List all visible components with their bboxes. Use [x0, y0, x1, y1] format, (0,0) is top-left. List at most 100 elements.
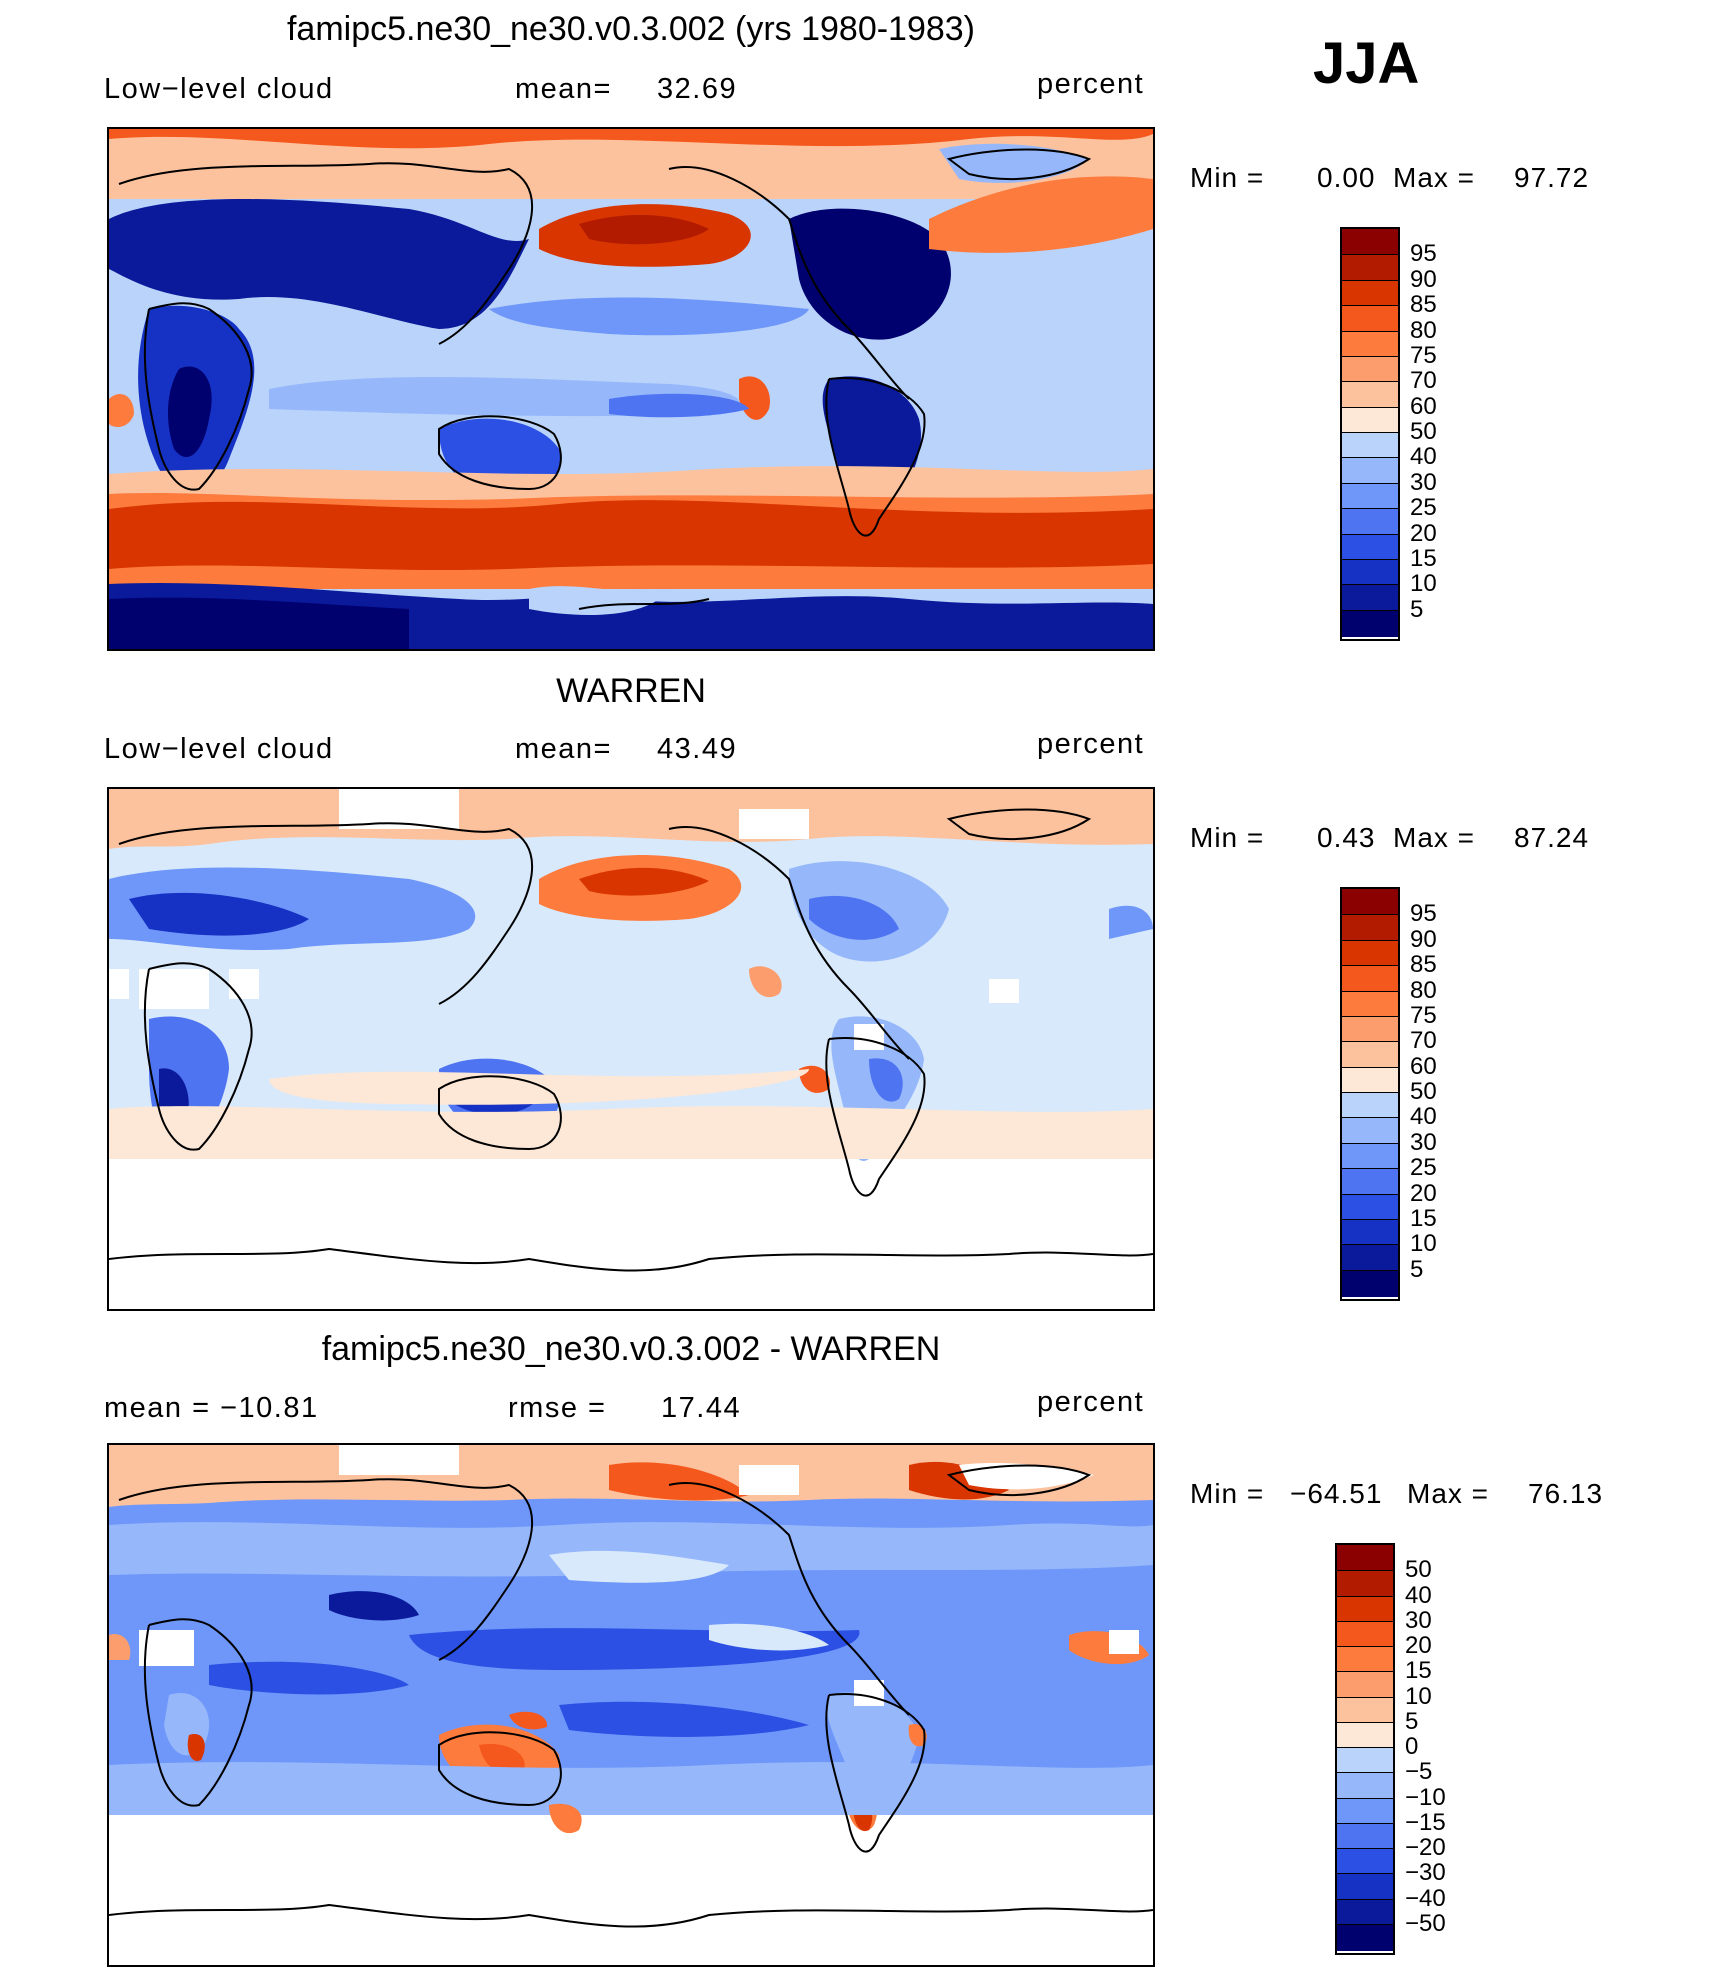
colorbar-swatch — [1342, 305, 1398, 332]
mean-label: mean= — [515, 733, 612, 765]
colorbar-tick-label: 90 — [1410, 265, 1437, 293]
min-label: Min = — [1190, 822, 1265, 853]
min-label: Min = — [1190, 1478, 1265, 1509]
colorbar-swatch — [1337, 1721, 1393, 1749]
min-value: −64.51 — [1290, 1478, 1383, 1509]
colorbar-swatch — [1342, 279, 1398, 307]
colorbar-tick-label: 75 — [1410, 341, 1437, 369]
colorbar-tick-label: 60 — [1410, 1052, 1437, 1080]
colorbar-swatch — [1337, 1797, 1393, 1825]
colorbar-swatch — [1337, 1822, 1393, 1850]
colorbar-tick-label: −30 — [1405, 1859, 1446, 1887]
min-label: Min = — [1190, 162, 1265, 193]
colorbar-swatch — [1342, 1041, 1398, 1069]
colorbar-swatch — [1342, 254, 1398, 282]
max-label: Max = — [1393, 822, 1476, 853]
colorbar-swatch — [1342, 482, 1398, 510]
units-label: percent — [1037, 1386, 1145, 1418]
colorbar-tick-label: 25 — [1410, 494, 1437, 522]
colorbar-swatch — [1337, 1873, 1393, 1900]
colorbar-swatch — [1337, 1898, 1393, 1926]
colorbar-swatch — [1342, 432, 1398, 459]
max-value: 76.13 — [1528, 1478, 1604, 1509]
colorbar-swatch — [1337, 1848, 1393, 1875]
colorbar-swatch — [1342, 1269, 1398, 1297]
colorbar-tick-label: 5 — [1410, 595, 1424, 623]
colorbar-tick-label: 20 — [1410, 519, 1437, 547]
colorbar-tick-label: 60 — [1410, 392, 1437, 420]
colorbar-tick-label: −50 — [1405, 1909, 1446, 1937]
colorbar-swatch — [1342, 990, 1398, 1018]
colorbar-tick-label: 15 — [1405, 1657, 1432, 1685]
colorbar-swatch — [1337, 1671, 1393, 1698]
colorbar-swatch — [1342, 558, 1398, 586]
colorbar-swatch — [1342, 406, 1398, 434]
colorbar-swatch — [1342, 1168, 1398, 1195]
colorbar-swatch — [1342, 533, 1398, 561]
colorbar-swatch — [1342, 229, 1398, 255]
colorbar-swatch — [1337, 1747, 1393, 1774]
colorbar-tick-label: −40 — [1405, 1884, 1446, 1912]
min-value: 0.43 — [1317, 822, 1376, 853]
map-canvas — [109, 129, 1153, 649]
colorbar-swatches — [1340, 887, 1400, 1301]
variable-label: Low−level cloud — [104, 73, 334, 105]
max-value: 97.72 — [1514, 162, 1590, 193]
colorbar-tick-label: 90 — [1410, 925, 1437, 953]
colorbar-swatches — [1335, 1543, 1395, 1955]
colorbar-tick-label: 25 — [1410, 1154, 1437, 1182]
colorbar-tick-label: 30 — [1410, 468, 1437, 496]
colorbar-tick-label: 50 — [1410, 418, 1437, 445]
colorbar-swatch — [1342, 1066, 1398, 1094]
colorbar-tick-label: 5 — [1405, 1707, 1419, 1735]
colorbar-swatch — [1337, 1620, 1393, 1648]
colorbar-swatches — [1340, 227, 1400, 641]
colorbar-swatch — [1342, 508, 1398, 535]
colorbar-tick-label: 30 — [1405, 1606, 1432, 1634]
colorbar-tick-label: 50 — [1405, 1556, 1432, 1584]
panel-title: famipc5.ne30_ne30.v0.3.002 - WARREN — [321, 1330, 941, 1368]
colorbar-swatch — [1342, 1218, 1398, 1246]
colorbar-swatch — [1342, 1193, 1398, 1221]
colorbar-tick-label: 15 — [1410, 544, 1437, 572]
panel-title: WARREN — [556, 672, 706, 710]
colorbar-tick-label: 70 — [1410, 1027, 1437, 1055]
colorbar-swatch — [1342, 609, 1398, 637]
units-label: percent — [1037, 68, 1145, 100]
colorbar-swatch — [1337, 1772, 1393, 1799]
colorbar-tick-label: −15 — [1405, 1808, 1446, 1836]
colorbar-tick-label: 40 — [1405, 1581, 1432, 1609]
colorbar-swatch — [1337, 1570, 1393, 1597]
colorbar-swatch — [1342, 939, 1398, 967]
colorbar-tick-label: 80 — [1410, 316, 1437, 344]
max-label: Max = — [1407, 1478, 1490, 1509]
colorbar-swatch — [1342, 1117, 1398, 1145]
season-label: JJA — [1313, 31, 1420, 96]
colorbar-swatch — [1342, 914, 1398, 942]
colorbar-tick-label: 20 — [1410, 1179, 1437, 1207]
colorbar-swatch — [1337, 1923, 1393, 1951]
colorbar-tick-label: 15 — [1410, 1204, 1437, 1232]
colorbar-tick-label: 70 — [1410, 367, 1437, 395]
max-label: Max = — [1393, 162, 1476, 193]
colorbar-tick-label: 40 — [1410, 443, 1437, 471]
colorbar-tick-label: −10 — [1405, 1783, 1446, 1811]
mean-label: mean= — [515, 73, 612, 105]
colorbar-tick-label: 30 — [1410, 1128, 1437, 1156]
colorbar-swatch — [1342, 457, 1398, 485]
colorbar-tick-label: 80 — [1410, 976, 1437, 1004]
colorbar-swatch — [1342, 1092, 1398, 1119]
mean-value: 43.49 — [657, 733, 738, 765]
colorbar-swatch — [1337, 1545, 1393, 1571]
variable-label: Low−level cloud — [104, 733, 334, 765]
colorbar-swatch — [1342, 381, 1398, 409]
colorbar-swatch — [1342, 330, 1398, 358]
colorbar-swatch — [1342, 355, 1398, 383]
colorbar-tick-label: 40 — [1410, 1103, 1437, 1131]
mean-value: 32.69 — [657, 73, 738, 105]
colorbar-tick-label: 5 — [1410, 1255, 1424, 1283]
min-value: 0.00 — [1317, 162, 1376, 193]
colorbar-swatch — [1342, 1244, 1398, 1272]
rmse-value: 17.44 — [661, 1392, 742, 1424]
colorbar-swatch — [1342, 584, 1398, 612]
